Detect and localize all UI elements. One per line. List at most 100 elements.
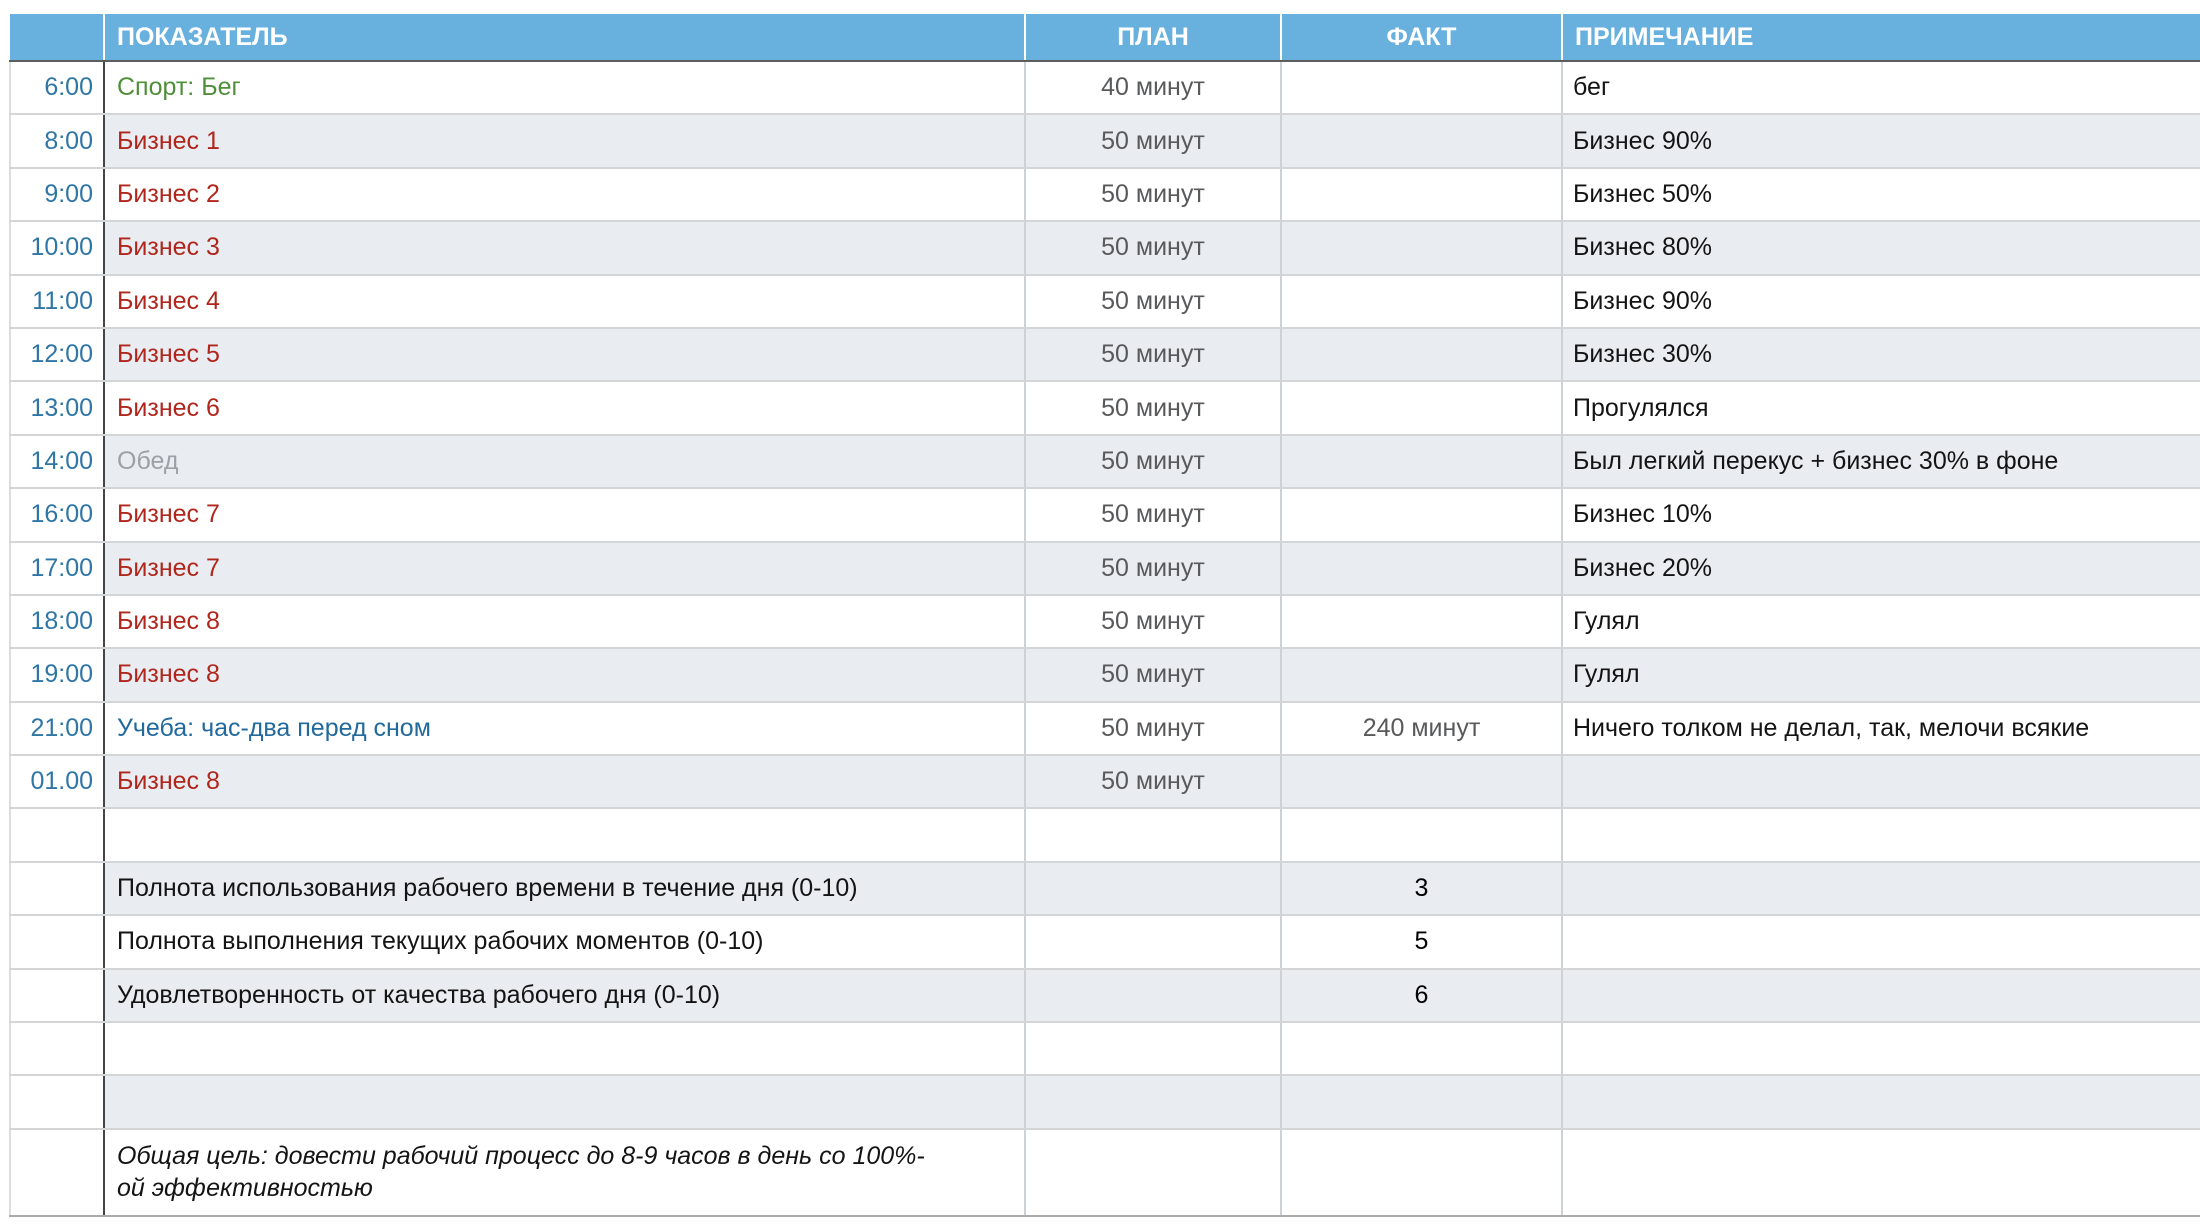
indicator-cell[interactable]: Бизнес 2 xyxy=(104,167,1026,223)
indicator-cell[interactable]: Бизнес 8 xyxy=(104,594,1026,650)
plan-cell[interactable]: 50 минут xyxy=(1025,381,1282,436)
plan-cell[interactable] xyxy=(1025,1022,1282,1077)
time-cell[interactable] xyxy=(9,1128,105,1217)
plan-cell[interactable]: 50 минут xyxy=(1025,701,1282,757)
fact-cell[interactable] xyxy=(1281,755,1563,810)
note-cell[interactable]: Был легкий перекус + бизнес 30% в фоне xyxy=(1562,434,2200,490)
time-cell[interactable]: 9:00 xyxy=(9,167,105,223)
note-cell[interactable]: Бизнес 80% xyxy=(1562,221,2200,276)
fact-cell[interactable] xyxy=(1281,808,1563,863)
note-cell[interactable]: Прогулялся xyxy=(1562,381,2200,436)
column-header-fact[interactable]: ФАКТ xyxy=(1281,14,1563,62)
indicator-cell[interactable]: Бизнес 3 xyxy=(104,221,1026,276)
time-cell[interactable]: 01.00 xyxy=(9,755,105,810)
time-cell[interactable] xyxy=(9,915,105,970)
time-cell[interactable] xyxy=(9,808,105,863)
fact-cell[interactable] xyxy=(1281,541,1563,596)
plan-cell[interactable]: 50 минут xyxy=(1025,167,1282,223)
fact-cell[interactable] xyxy=(1281,381,1563,436)
note-cell[interactable]: Бизнес 90% xyxy=(1562,274,2200,329)
indicator-cell[interactable]: Полнота использования рабочего времени в… xyxy=(104,861,1026,917)
note-cell[interactable]: Бизнес 20% xyxy=(1562,541,2200,596)
fact-cell[interactable]: 6 xyxy=(1281,968,1563,1024)
fact-cell[interactable] xyxy=(1281,434,1563,490)
note-cell[interactable] xyxy=(1562,861,2200,917)
indicator-cell[interactable]: Бизнес 7 xyxy=(104,541,1026,596)
note-cell[interactable] xyxy=(1562,808,2200,863)
fact-cell[interactable] xyxy=(1281,221,1563,276)
time-cell[interactable] xyxy=(9,1075,105,1130)
time-cell[interactable]: 8:00 xyxy=(9,114,105,169)
plan-cell[interactable]: 50 минут xyxy=(1025,594,1282,650)
indicator-cell[interactable]: Бизнес 6 xyxy=(104,381,1026,436)
plan-cell[interactable]: 50 минут xyxy=(1025,114,1282,169)
time-cell[interactable]: 14:00 xyxy=(9,434,105,490)
note-cell[interactable] xyxy=(1562,968,2200,1024)
time-cell[interactable]: 6:00 xyxy=(9,61,105,116)
fact-cell[interactable]: 5 xyxy=(1281,915,1563,970)
indicator-cell[interactable]: Бизнес 7 xyxy=(104,488,1026,543)
note-cell[interactable] xyxy=(1562,755,2200,810)
column-header-plan[interactable]: ПЛАН xyxy=(1025,14,1282,62)
indicator-cell[interactable]: Спорт: Бег xyxy=(104,61,1026,116)
indicator-cell[interactable]: Бизнес 1 xyxy=(104,114,1026,169)
indicator-cell[interactable]: Обед xyxy=(104,434,1026,490)
time-cell[interactable]: 16:00 xyxy=(9,488,105,543)
column-header-time[interactable] xyxy=(10,14,105,62)
fact-cell[interactable] xyxy=(1281,488,1563,543)
time-cell[interactable] xyxy=(9,1022,105,1077)
plan-cell[interactable] xyxy=(1025,1128,1282,1217)
time-cell[interactable]: 11:00 xyxy=(9,274,105,329)
fact-cell[interactable]: 240 минут xyxy=(1281,701,1563,757)
plan-cell[interactable]: 50 минут xyxy=(1025,274,1282,329)
note-cell[interactable]: Гулял xyxy=(1562,594,2200,650)
time-cell[interactable] xyxy=(9,861,105,917)
time-cell[interactable] xyxy=(9,968,105,1024)
time-cell[interactable]: 12:00 xyxy=(9,327,105,383)
indicator-cell[interactable]: Учеба: час-два перед сном xyxy=(104,701,1026,757)
time-cell[interactable]: 19:00 xyxy=(9,648,105,703)
plan-cell[interactable] xyxy=(1025,861,1282,917)
fact-cell[interactable] xyxy=(1281,594,1563,650)
fact-cell[interactable] xyxy=(1281,1075,1563,1130)
plan-cell[interactable]: 50 минут xyxy=(1025,541,1282,596)
fact-cell[interactable] xyxy=(1281,61,1563,116)
note-cell[interactable]: Бизнес 50% xyxy=(1562,167,2200,223)
column-header-indicator[interactable]: ПОКАЗАТЕЛЬ xyxy=(104,14,1026,62)
indicator-cell[interactable] xyxy=(104,1022,1026,1077)
fact-cell[interactable] xyxy=(1281,648,1563,703)
plan-cell[interactable]: 50 минут xyxy=(1025,327,1282,383)
indicator-cell[interactable]: Бизнес 8 xyxy=(104,648,1026,703)
note-cell[interactable]: Бизнес 90% xyxy=(1562,114,2200,169)
fact-cell[interactable] xyxy=(1281,114,1563,169)
time-cell[interactable]: 13:00 xyxy=(9,381,105,436)
note-cell[interactable] xyxy=(1562,915,2200,970)
plan-cell[interactable]: 40 минут xyxy=(1025,61,1282,116)
indicator-cell[interactable]: Бизнес 8 xyxy=(104,755,1026,810)
indicator-cell[interactable]: Полнота выполнения текущих рабочих момен… xyxy=(104,915,1026,970)
note-cell[interactable]: бег xyxy=(1562,61,2200,116)
time-cell[interactable]: 21:00 xyxy=(9,701,105,757)
plan-cell[interactable] xyxy=(1025,808,1282,863)
time-cell[interactable]: 18:00 xyxy=(9,594,105,650)
fact-cell[interactable] xyxy=(1281,327,1563,383)
plan-cell[interactable] xyxy=(1025,1075,1282,1130)
note-cell[interactable] xyxy=(1562,1075,2200,1130)
plan-cell[interactable]: 50 минут xyxy=(1025,648,1282,703)
indicator-cell[interactable] xyxy=(104,1075,1026,1130)
time-cell[interactable]: 17:00 xyxy=(9,541,105,596)
plan-cell[interactable]: 50 минут xyxy=(1025,221,1282,276)
note-cell[interactable]: Ничего толком не делал, так, мелочи всяк… xyxy=(1562,701,2200,757)
fact-cell[interactable]: 3 xyxy=(1281,861,1563,917)
note-cell[interactable] xyxy=(1562,1022,2200,1077)
indicator-cell[interactable]: Бизнес 4 xyxy=(104,274,1026,329)
column-header-note[interactable]: ПРИМЕЧАНИЕ xyxy=(1562,14,2200,62)
note-cell[interactable]: Бизнес 30% xyxy=(1562,327,2200,383)
fact-cell[interactable] xyxy=(1281,1022,1563,1077)
fact-cell[interactable] xyxy=(1281,1128,1563,1217)
indicator-cell[interactable] xyxy=(104,808,1026,863)
indicator-cell[interactable]: Бизнес 5 xyxy=(104,327,1026,383)
fact-cell[interactable] xyxy=(1281,167,1563,223)
indicator-cell[interactable]: Удовлетворенность от качества рабочего д… xyxy=(104,968,1026,1024)
plan-cell[interactable]: 50 минут xyxy=(1025,434,1282,490)
